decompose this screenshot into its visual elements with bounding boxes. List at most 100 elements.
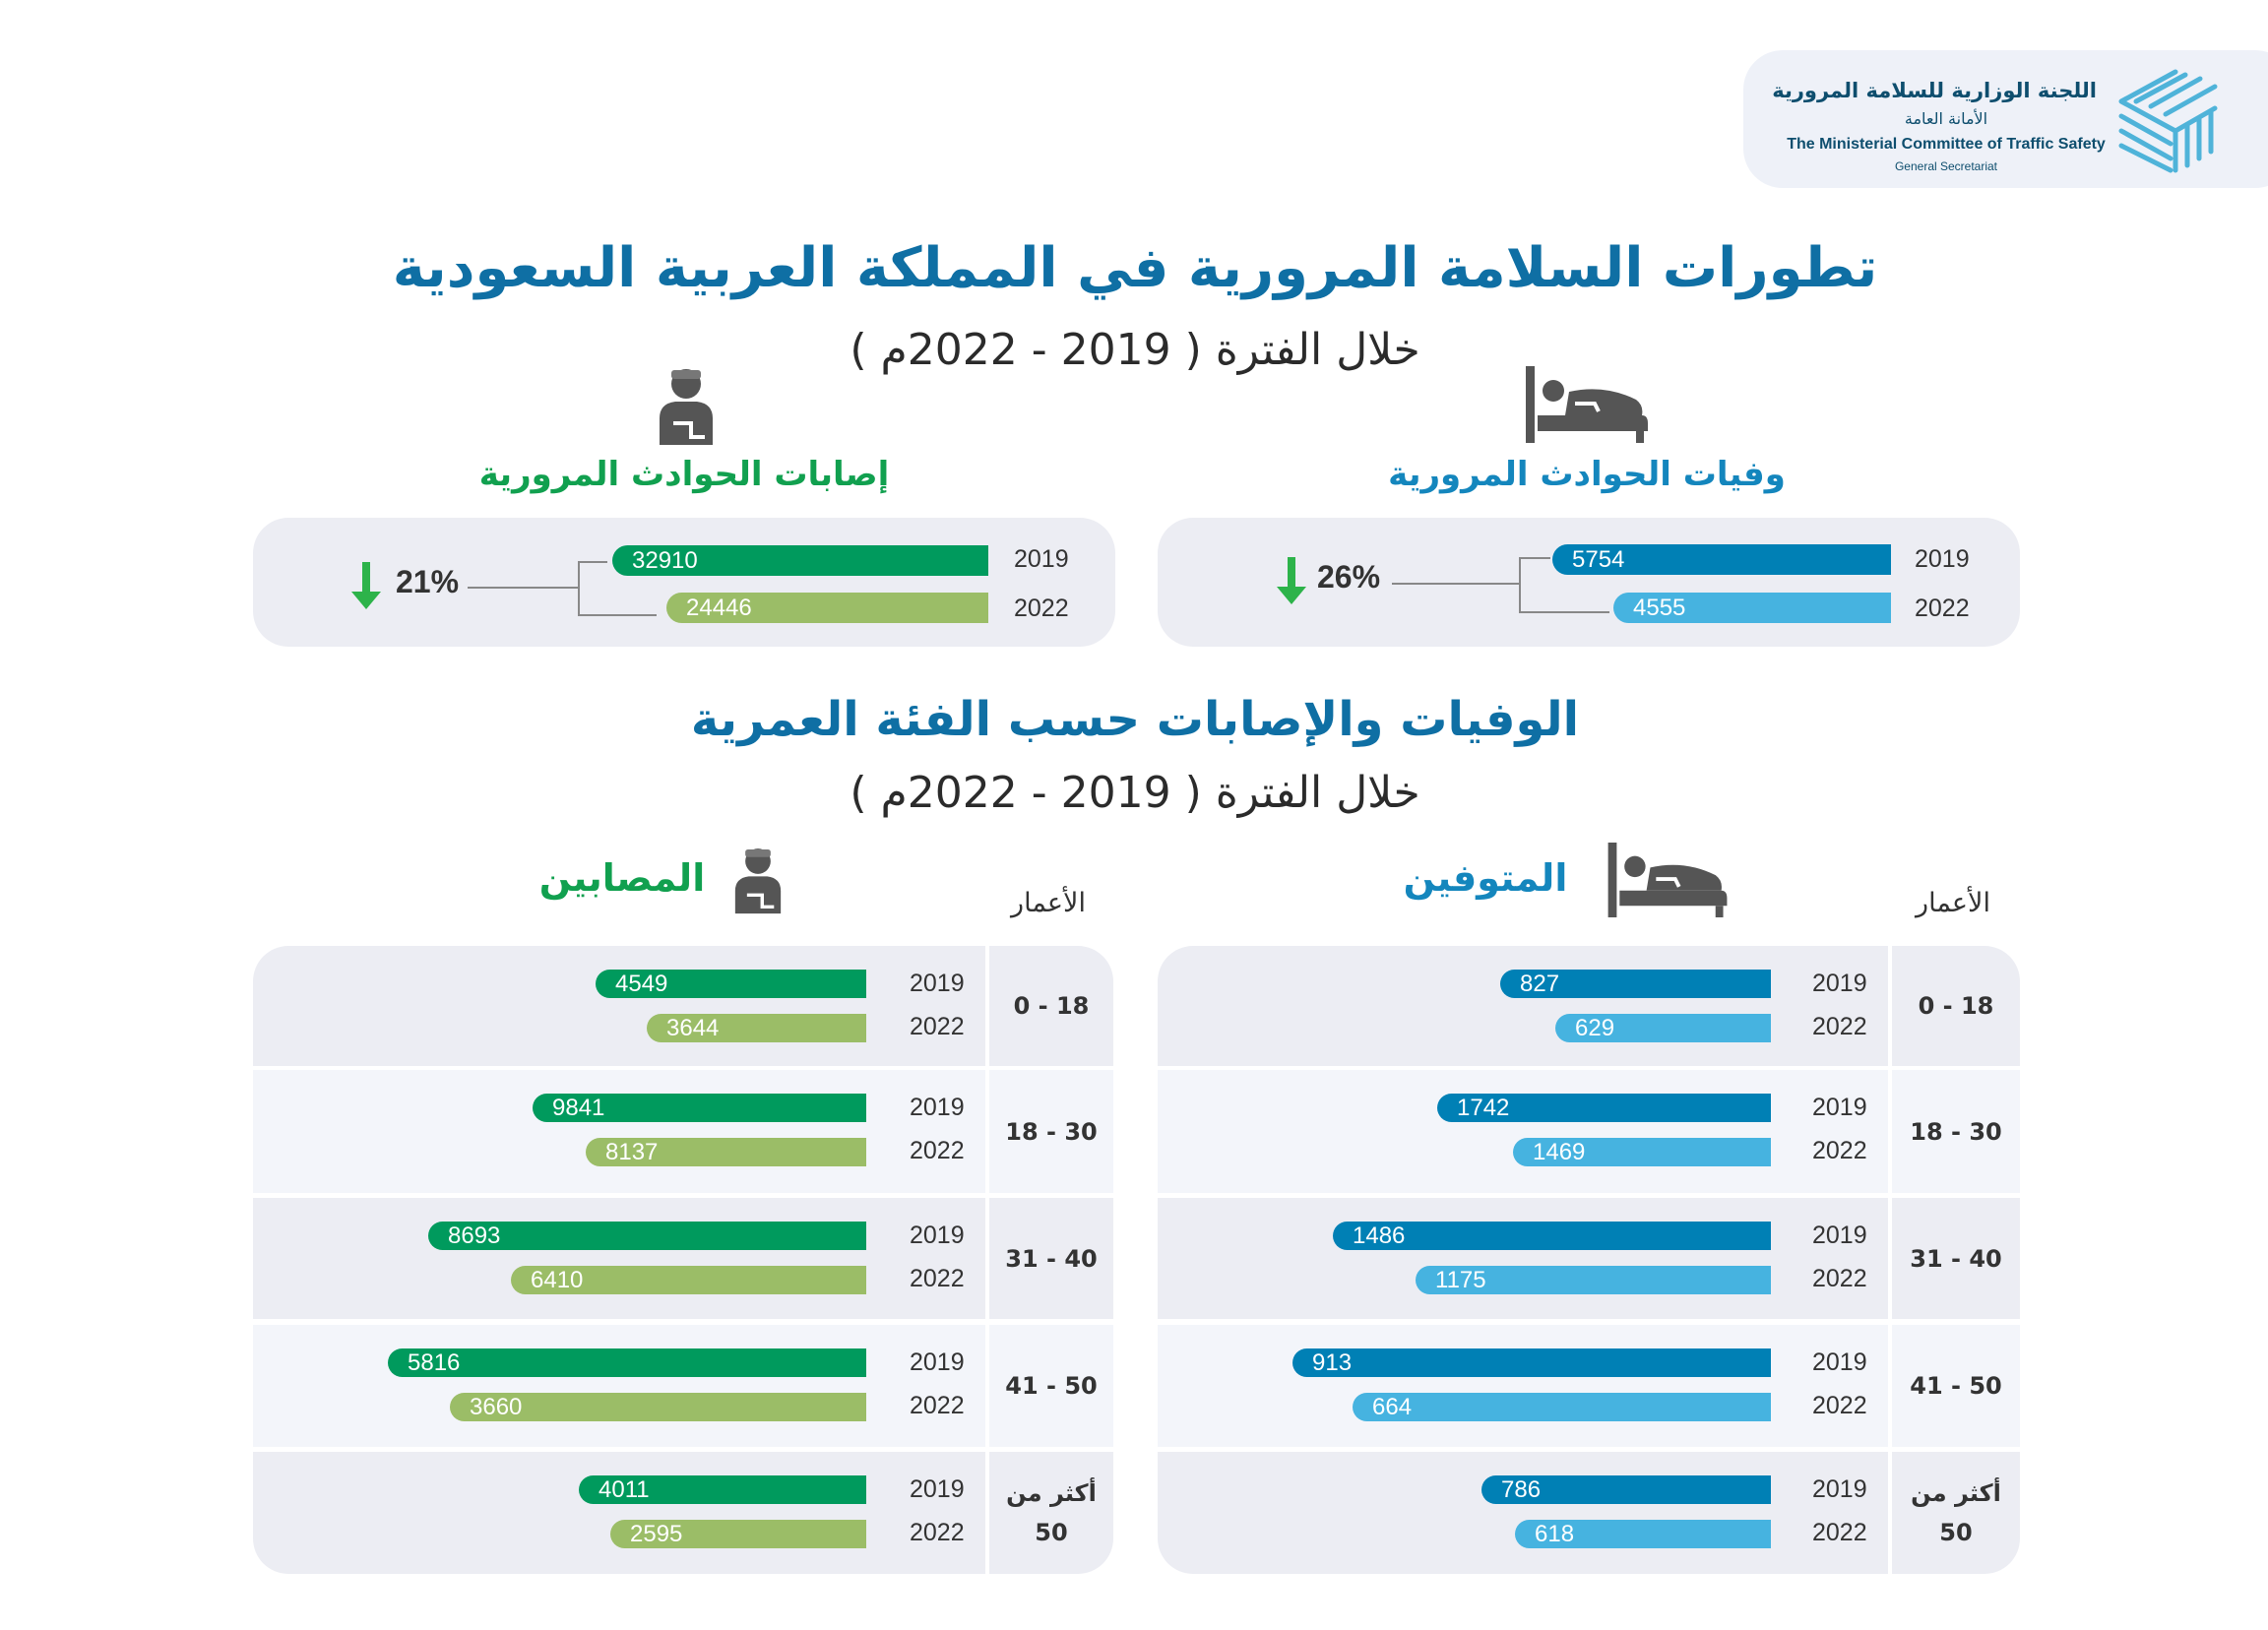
deaths-2022-bar: 4555 — [1613, 593, 1891, 623]
page-subtitle: خلال الفترة ( 2019 - 2022م ) — [850, 325, 1420, 375]
bars-cell: 1486 2019 1175 2022 — [1158, 1198, 1888, 1319]
bars-cell: 913 2019 664 2022 — [1158, 1325, 1888, 1447]
year-label: 2022 — [1812, 1519, 1867, 1546]
injuries-change-percent: 21% — [396, 564, 460, 599]
age-group-label: 18 - 0 — [1918, 992, 1994, 1020]
down-arrow-icon — [1277, 557, 1306, 604]
age-group-cell: 30 - 18 — [1892, 1070, 2020, 1193]
year-label: 2019 — [1014, 545, 1069, 573]
connector-line — [468, 587, 536, 589]
age-group-label: 40 - 31 — [1910, 1244, 2002, 1273]
deceased-2019-bar: 786 — [1481, 1475, 1771, 1504]
logo-arabic-name: اللجنة الوزارية للسلامة المرورية — [1772, 79, 2097, 102]
deceased-2022-bar: 664 — [1353, 1393, 1771, 1421]
injured-2022-bar: 2595 — [610, 1520, 866, 1548]
logo-arabic-sub: الأمانة العامة — [1904, 109, 1988, 128]
injured-2019-bar: 9841 — [533, 1094, 866, 1122]
injured-heading: المصابين — [538, 856, 706, 900]
year-label: 2019 — [1812, 1475, 1867, 1503]
connector-line — [1519, 557, 1521, 612]
age-group-label: 50 — [1035, 1519, 1068, 1546]
bars-cell: 1742 2019 1469 2022 — [1158, 1070, 1888, 1193]
age-section-subtitle: خلال الفترة ( 2019 - 2022م ) — [850, 768, 1420, 818]
year-label: 2022 — [910, 1013, 965, 1040]
year-label: 2019 — [1812, 1348, 1867, 1376]
injuries-heading: إصابات الحوادث المرورية — [478, 455, 890, 494]
injured-row: 4011 2019 2595 2022 أكثر من 50 — [253, 1452, 1113, 1574]
injuries-2019-bar: 32910 — [612, 545, 988, 576]
deceased-row: 827 2019 629 2022 18 - 0 — [1158, 946, 2020, 1066]
connector-line — [1392, 583, 1520, 585]
year-label: 2019 — [910, 1348, 965, 1376]
year-label: 2019 — [910, 1222, 965, 1249]
injured-2019-bar: 5816 — [388, 1348, 866, 1377]
year-label: 2022 — [1812, 1013, 1867, 1040]
ages-header-injured: الأعمار — [1011, 888, 1086, 918]
deceased-row: 786 2019 618 2022 أكثر من 50 — [1158, 1452, 2020, 1574]
bars-cell: 827 2019 629 2022 — [1158, 946, 1888, 1066]
age-group-label: 30 - 18 — [1005, 1117, 1098, 1146]
age-group-label: 30 - 18 — [1910, 1117, 2002, 1146]
year-label: 2022 — [910, 1392, 965, 1419]
ages-header-deceased: الأعمار — [1916, 888, 1990, 918]
page-title: تطورات السلامة المرورية في المملكة العرب… — [392, 236, 1878, 300]
connector-line — [1519, 557, 1550, 559]
injuries-2022-bar: 24446 — [666, 593, 988, 623]
injured-row: 9841 2019 8137 2022 30 - 18 — [253, 1070, 1113, 1193]
age-group-cell: 40 - 31 — [989, 1198, 1113, 1319]
age-group-label: 50 - 41 — [1910, 1372, 2002, 1400]
connector-line — [1519, 611, 1609, 613]
year-label: 2019 — [1812, 1094, 1867, 1121]
deceased-2022-bar: 629 — [1555, 1014, 1771, 1042]
age-group-label: أكثر من — [1911, 1479, 2001, 1507]
injured-row: 5816 2019 3660 2022 50 - 41 — [253, 1325, 1113, 1447]
year-label: 2022 — [1812, 1392, 1867, 1419]
age-group-label: أكثر من — [1006, 1479, 1097, 1507]
year-label: 2019 — [1812, 1222, 1867, 1249]
injuries-summary-panel: 21% 32910 24446 2019 2022 — [253, 518, 1115, 647]
deceased-2019-bar: 913 — [1292, 1348, 1771, 1377]
logo-english-name: The Ministerial Committee of Traffic Saf… — [1787, 136, 2106, 153]
age-group-cell: أكثر من 50 — [1892, 1452, 2020, 1574]
age-group-cell: 50 - 41 — [989, 1325, 1113, 1447]
logo-panel — [1743, 50, 2268, 188]
deceased-2022-bar: 1175 — [1416, 1266, 1771, 1294]
injured-2022-bar: 3644 — [647, 1014, 866, 1042]
injured-row: 4549 2019 3644 2022 18 - 0 — [253, 946, 1113, 1066]
year-label: 2022 — [910, 1265, 965, 1292]
year-label: 2022 — [1014, 595, 1069, 622]
injured-person-icon — [660, 369, 713, 445]
bars-cell: 8693 2019 6410 2022 — [253, 1198, 985, 1319]
deceased-row: 913 2019 664 2022 50 - 41 — [1158, 1325, 2020, 1447]
deceased-2022-bar: 1469 — [1513, 1138, 1771, 1166]
bars-cell: 4011 2019 2595 2022 — [253, 1452, 985, 1574]
bars-cell: 9841 2019 8137 2022 — [253, 1070, 985, 1193]
deceased-heading: المتوفين — [1403, 856, 1568, 900]
deceased-2022-bar: 618 — [1515, 1520, 1771, 1548]
bars-cell: 786 2019 618 2022 — [1158, 1452, 1888, 1574]
connector-line — [536, 587, 578, 589]
year-label: 2019 — [1812, 970, 1867, 997]
age-group-cell: 30 - 18 — [989, 1070, 1113, 1193]
injured-row: 8693 2019 6410 2022 40 - 31 — [253, 1198, 1113, 1319]
deceased-2019-bar: 1742 — [1437, 1094, 1771, 1122]
age-group-cell: 40 - 31 — [1892, 1198, 2020, 1319]
year-label: 2022 — [1812, 1265, 1867, 1292]
deaths-2019-bar: 5754 — [1552, 544, 1891, 575]
year-label: 2022 — [1812, 1137, 1867, 1164]
deaths-heading: وفيات الحوادث المرورية — [1388, 455, 1786, 494]
year-label: 2019 — [1915, 545, 1970, 573]
injured-2022-bar: 6410 — [511, 1266, 866, 1294]
down-arrow-icon — [351, 562, 381, 609]
age-group-cell: 18 - 0 — [1892, 946, 2020, 1066]
injured-2022-bar: 8137 — [586, 1138, 866, 1166]
injured-2019-bar: 4549 — [596, 970, 866, 998]
hospital-bed-icon — [1526, 366, 1648, 443]
age-group-label: 50 — [1939, 1519, 1973, 1546]
year-label: 2022 — [910, 1519, 965, 1546]
connector-line — [578, 561, 607, 563]
age-group-cell: أكثر من 50 — [989, 1452, 1113, 1574]
logo-cube-icon — [2118, 69, 2218, 173]
logo-english-sub: General Secretariat — [1894, 159, 1998, 173]
deaths-summary-panel: 26% 5754 4555 2019 2022 — [1158, 518, 2020, 647]
